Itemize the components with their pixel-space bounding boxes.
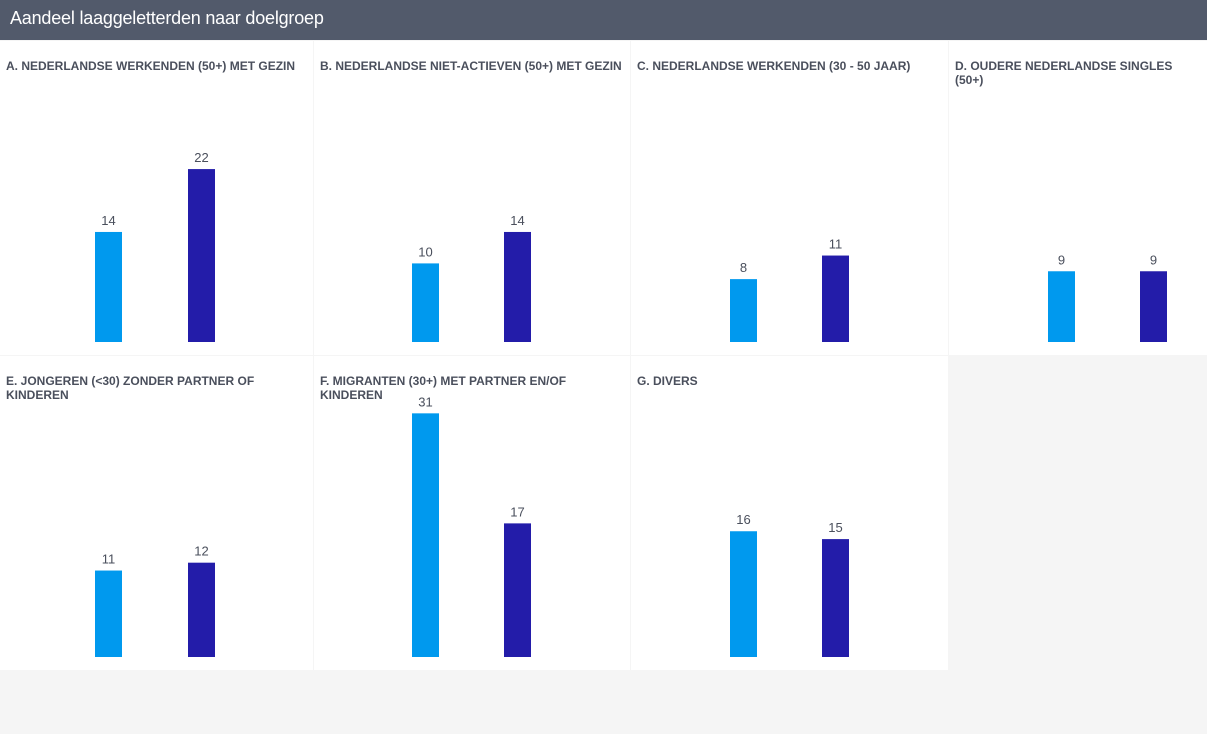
bar-value-label: 22 (194, 150, 208, 165)
bar-value-label: 15 (828, 520, 842, 535)
bar-value-label: 8 (740, 260, 747, 275)
bar[interactable] (730, 279, 757, 342)
bar[interactable] (504, 523, 531, 657)
bar-value-label: 9 (1150, 252, 1157, 267)
bar-value-label: 14 (510, 213, 524, 228)
bar-chart: 10 14 (412, 213, 531, 342)
bar[interactable] (95, 570, 122, 657)
bar[interactable] (95, 231, 122, 342)
bar[interactable] (730, 531, 757, 657)
bar-value-label: 17 (510, 504, 524, 519)
bar[interactable] (504, 231, 531, 342)
bar[interactable] (1048, 271, 1075, 342)
chart-panel: G. DIVERS 16 15 (631, 356, 948, 670)
bar-value-label: 12 (194, 544, 208, 559)
bar[interactable] (412, 263, 439, 342)
bar-chart: 8 11 (730, 237, 849, 342)
chart-panel: B. NEDERLANDSE NIET-ACTIEVEN (50+) MET G… (314, 41, 630, 355)
bar[interactable] (188, 169, 215, 342)
chart-title: E. JONGEREN (<30) ZONDER PARTNER OF KIND… (6, 374, 255, 402)
bar-chart: 11 12 (95, 544, 215, 657)
chart-title: F. MIGRANTEN (30+) MET PARTNER EN/OF KIN… (320, 374, 567, 402)
bar-value-label: 14 (101, 213, 115, 228)
chart-panel: F. MIGRANTEN (30+) MET PARTNER EN/OF KIN… (314, 356, 630, 670)
chart-title: D. OUDERE NEDERLANDSE SINGLES (50+) (955, 59, 1173, 87)
bar-chart: 31 17 (412, 394, 531, 657)
bar-value-label: 11 (829, 237, 843, 252)
bar[interactable] (412, 413, 439, 657)
chart-title: C. NEDERLANDSE WERKENDEN (30 - 50 JAAR) (637, 59, 911, 73)
bar[interactable] (1140, 271, 1167, 342)
chart-title: B. NEDERLANDSE NIET-ACTIEVEN (50+) MET G… (320, 59, 622, 73)
chart-panel: A. NEDERLANDSE WERKENDEN (50+) MET GEZIN… (0, 41, 313, 355)
bar[interactable] (188, 562, 215, 657)
bar-value-label: 11 (102, 552, 116, 567)
chart-panel: D. OUDERE NEDERLANDSE SINGLES (50+) 9 9 (949, 41, 1207, 355)
bar-value-label: 9 (1058, 252, 1065, 267)
chart-title: G. DIVERS (637, 374, 698, 388)
dashboard-title: Aandeel laaggeletterden naar doelgroep (10, 8, 324, 28)
bar[interactable] (822, 255, 849, 342)
bar-chart: 14 22 (95, 150, 215, 342)
bar-value-label: 31 (418, 394, 432, 409)
bar-value-label: 16 (736, 512, 750, 527)
chart-panel: C. NEDERLANDSE WERKENDEN (30 - 50 JAAR) 8… (631, 41, 948, 355)
dashboard-header: Aandeel laaggeletterden naar doelgroep (0, 0, 1207, 40)
chart-panel: E. JONGEREN (<30) ZONDER PARTNER OF KIND… (0, 356, 313, 670)
chart-title: A. NEDERLANDSE WERKENDEN (50+) MET GEZIN (6, 59, 296, 73)
bar-value-label: 10 (418, 244, 432, 259)
bar[interactable] (822, 539, 849, 657)
